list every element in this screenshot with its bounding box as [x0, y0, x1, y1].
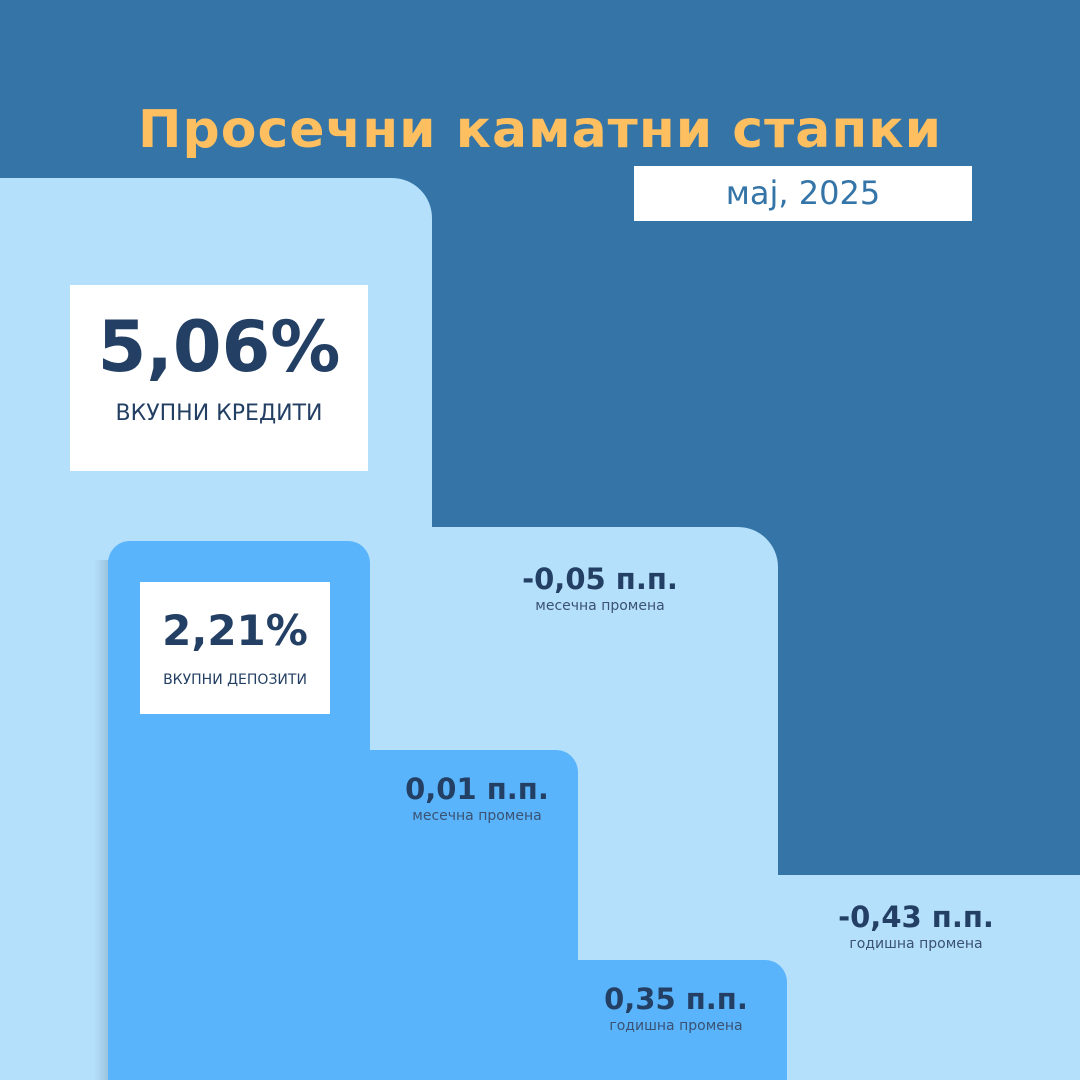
change-value: 0,01 п.п.: [405, 772, 549, 806]
deposits-rate-card: 2,21% ВКУПНИ ДЕПОЗИТИ: [140, 582, 330, 714]
loans-rate: 5,06%: [97, 306, 341, 388]
loans-yearly-change: -0,43 п.п. годишна промена: [786, 900, 1046, 952]
deposits-yearly-change: 0,35 п.п. годишна промена: [546, 982, 806, 1034]
page-title: Просечни каматни стапки: [137, 100, 942, 160]
period-badge: мај, 2025: [634, 166, 972, 221]
change-label: годишна промена: [849, 936, 983, 952]
deposits-step-3: [500, 960, 787, 1080]
deposits-rate: 2,21%: [162, 606, 308, 655]
change-label: годишна промена: [609, 1018, 743, 1034]
deposits-label: ВКУПНИ ДЕПОЗИТИ: [163, 672, 307, 688]
loans-label: ВКУПНИ КРЕДИТИ: [115, 401, 323, 426]
change-label: месечна промена: [535, 598, 665, 614]
deposits-monthly-change: 0,01 п.п. месечна промена: [347, 772, 607, 824]
change-value: 0,35 п.п.: [604, 982, 748, 1016]
change-value: -0,05 п.п.: [522, 562, 678, 596]
loans-rate-card: 5,06% ВКУПНИ КРЕДИТИ: [70, 285, 368, 471]
change-label: месечна промена: [412, 808, 542, 824]
change-value: -0,43 п.п.: [838, 900, 994, 934]
loans-monthly-change: -0,05 п.п. месечна промена: [470, 562, 730, 614]
